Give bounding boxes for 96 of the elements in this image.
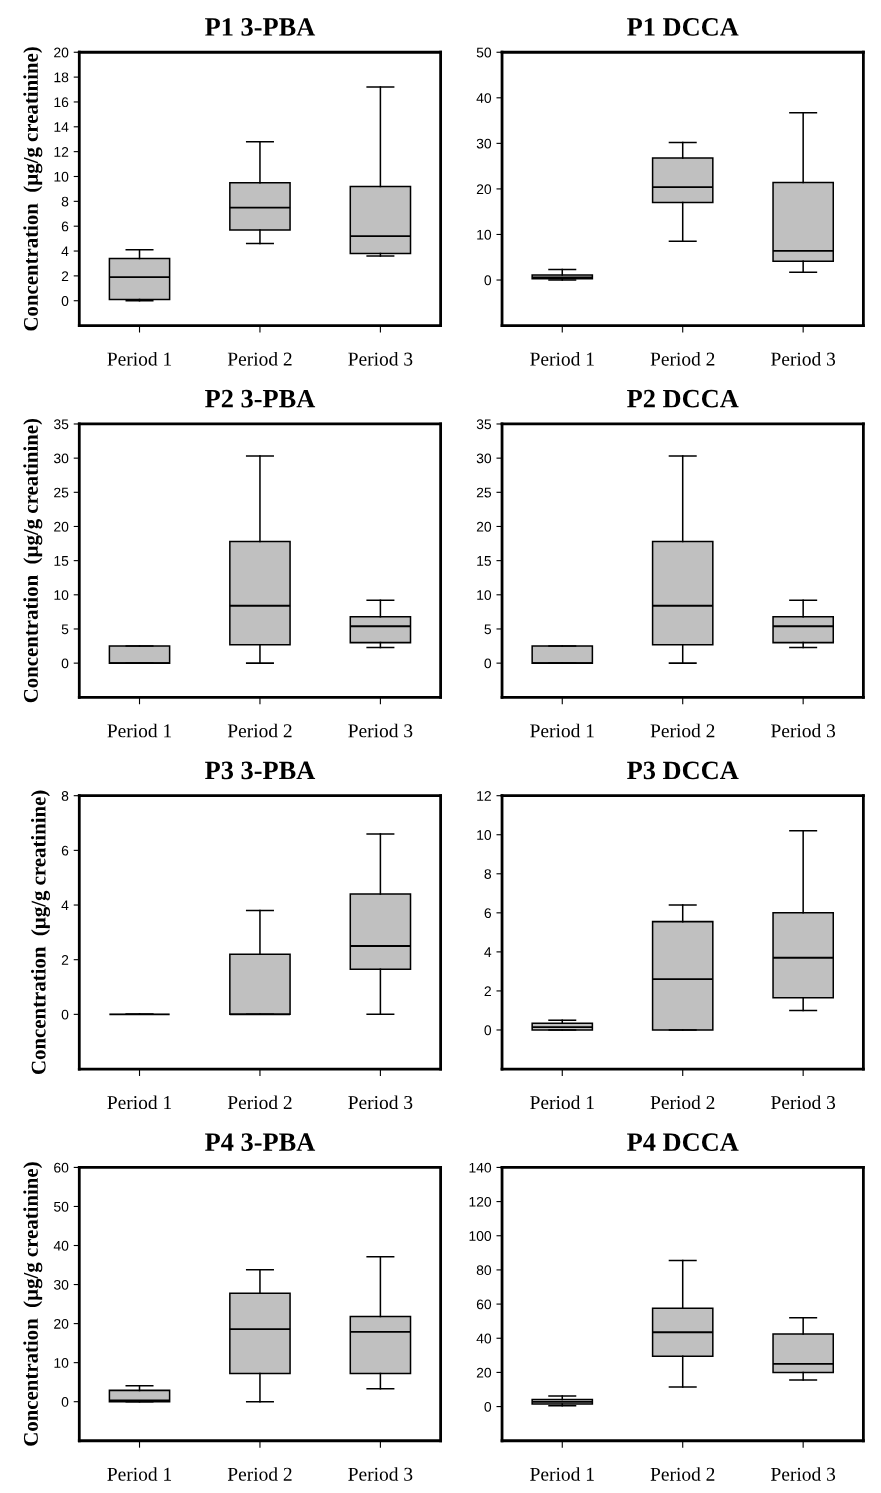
y-tick-label: 12 [54,146,69,157]
y-tick-label: 80 [476,1265,492,1276]
y-tick-label: 10 [477,590,492,600]
x-tick-label: Period 1 [107,723,172,738]
y-tick-label: 50 [53,1201,69,1212]
y-tick-label: 20 [54,521,69,532]
x-tick-label: Period 2 [650,1095,715,1110]
y-tick-label: 30 [53,453,69,464]
chart-title: P1 3-PBA [205,18,316,36]
y-tick-label: 10 [477,229,492,240]
x-tick-label: Period 2 [650,1467,715,1481]
x-tick-label: Period 2 [650,351,715,366]
y-tick-label: 35 [53,419,69,430]
x-tick-label: Period 3 [771,1095,836,1110]
y-tick-label: 5 [61,624,69,635]
x-tick-label: Period 2 [650,723,715,738]
y-tick-label: 120 [469,1196,492,1207]
y-tick-label: 0 [484,275,492,286]
y-tick-label: 12 [477,791,491,801]
y-tick-label: 10 [54,590,69,600]
y-tick-label: 2 [484,986,491,996]
y-tick-label: 10 [54,1357,69,1368]
y-tick-label: 10 [54,171,69,182]
y-tick-label: 0 [61,1009,69,1020]
y-tick-label: 25 [54,487,69,498]
x-tick-label: Period 1 [107,1095,172,1110]
y-tick-label: 30 [53,1279,69,1290]
y-tick-label: 4 [484,947,492,957]
y-tick-label: 100 [469,1231,492,1241]
x-tick-label: Period 3 [348,1095,413,1110]
y-tick-label: 0 [484,1401,492,1412]
y-tick-label: 14 [54,122,69,132]
y-tick-label: 6 [484,908,492,919]
y-tick-label: 18 [54,72,69,83]
y-tick-label: 60 [476,1299,492,1310]
x-tick-label: Period 3 [771,1467,836,1481]
x-tick-label: Period 3 [771,351,836,366]
y-axis-title: Concentration (µg/g creatinine) [30,790,51,1074]
chart-title: P4 3-PBA [205,1133,316,1152]
y-tick-label: 2 [61,955,69,965]
y-tick-label: 16 [54,97,69,108]
x-tick-label: Period 2 [227,1095,292,1110]
x-tick-label: Period 3 [771,723,836,738]
chart-title: P3 DCCA [627,761,739,780]
y-tick-label: 0 [61,1397,69,1407]
y-axis-title: Concentration (µg/g creatinine) [23,47,43,331]
y-tick-label: 8 [61,196,69,207]
x-tick-label: Period 1 [530,1095,594,1110]
y-tick-label: 6 [61,845,69,856]
y-tick-label: 15 [477,556,492,566]
y-tick-label: 0 [484,658,492,669]
y-tick-label: 40 [476,1333,492,1344]
y-tick-label: 20 [476,521,492,532]
y-tick-label: 20 [476,1367,492,1378]
x-tick-label: Period 2 [227,723,292,738]
y-tick-label: 4 [61,900,69,911]
y-tick-label: 60 [54,1162,69,1173]
y-tick-label: 140 [469,1162,492,1173]
y-tick-label: 2 [61,271,69,281]
y-tick-label: 50 [476,47,492,58]
y-tick-label: 25 [476,487,492,498]
y-tick-label: 0 [61,658,69,669]
y-tick-label: 0 [484,1025,492,1036]
x-tick-label: Period 1 [530,351,594,366]
x-tick-label: Period 1 [530,723,594,738]
x-tick-label: Period 2 [227,1467,292,1481]
x-tick-label: Period 1 [107,1467,172,1481]
y-tick-label: 5 [484,624,492,635]
x-tick-label: Period 3 [348,723,413,738]
chart-title: P3 3-PBA [205,761,316,780]
x-tick-label: Period 1 [107,351,172,366]
y-tick-label: 8 [61,791,69,801]
y-tick-label: 4 [61,246,69,257]
y-tick-label: 30 [476,453,492,464]
y-tick-label: 20 [54,47,69,58]
y-tick-label: 20 [54,1318,69,1329]
y-tick-label: 20 [476,184,492,195]
y-tick-label: 30 [476,138,492,149]
y-tick-label: 0 [61,296,69,306]
chart-title: P2 DCCA [627,389,739,408]
x-tick-label: Period 3 [348,351,413,366]
chart-title: P4 DCCA [627,1133,739,1152]
chart-title: P2 3-PBA [205,389,316,408]
y-tick-label: 35 [476,419,492,430]
y-tick-label: 6 [61,221,69,232]
x-tick-label: Period 2 [227,351,292,366]
y-tick-label: 8 [484,869,492,879]
x-tick-label: Period 3 [348,1467,413,1481]
y-tick-label: 15 [54,556,69,566]
y-tick-label: 40 [476,93,492,103]
y-axis-title: Concentration (µg/g creatinine) [23,1162,43,1446]
x-tick-label: Period 1 [530,1467,594,1481]
y-axis-title: Concentration (µg/g creatinine) [23,418,43,703]
y-tick-label: 40 [53,1240,69,1251]
y-tick-label: 10 [477,830,492,840]
chart-title: P1 DCCA [627,18,739,36]
